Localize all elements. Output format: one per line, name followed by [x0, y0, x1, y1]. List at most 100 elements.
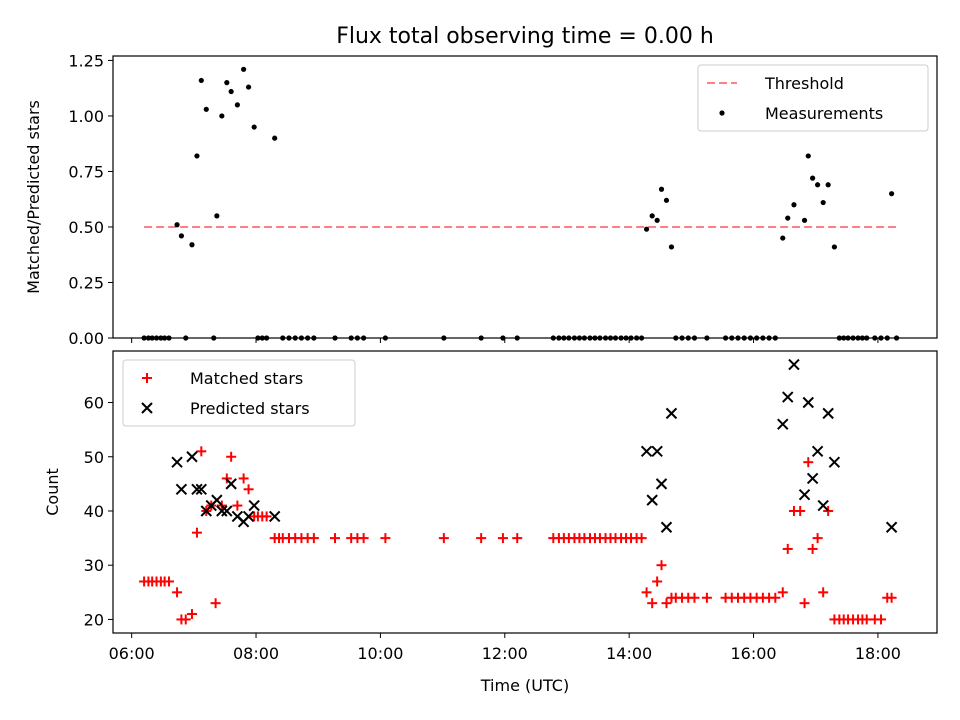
bottom-plot-area: [139, 358, 898, 625]
x-axis-label: Time (UTC): [480, 676, 569, 695]
data-point: [663, 197, 670, 203]
data-point: [889, 191, 895, 197]
data-point: [194, 153, 200, 159]
data-point: [812, 533, 823, 544]
data-point-b: [211, 494, 223, 506]
data-point: [656, 560, 667, 571]
data-point: [174, 222, 180, 228]
data-point: [791, 202, 797, 208]
data-point-b: [822, 407, 834, 420]
data-point: [777, 418, 789, 430]
data-point-b: [186, 451, 198, 463]
data-point: [785, 215, 791, 221]
legend-handle-b: [141, 402, 153, 414]
data-point-b: [191, 483, 203, 495]
data-point: [186, 609, 197, 620]
data-point: [811, 445, 824, 458]
data-point: [795, 505, 806, 516]
y-tick-label: 1.00: [68, 107, 104, 126]
data-point: [242, 510, 255, 523]
data-point-b: [651, 445, 663, 458]
x-tick-label: 14:00: [606, 644, 652, 663]
data-point-b: [660, 521, 673, 533]
y-tick-label: 30: [84, 556, 104, 575]
top-legend: Threshold Measurements: [697, 64, 929, 132]
chart-title: Flux total observing time = 0.00 h: [336, 24, 714, 49]
data-point: [651, 445, 663, 458]
y-tick-label: 20: [84, 610, 104, 629]
data-point: [189, 242, 195, 248]
data-point-b: [655, 478, 668, 490]
legend-label: Threshold: [764, 74, 844, 93]
data-point-b: [817, 499, 829, 512]
data-point: [655, 478, 668, 490]
data-point-b: [828, 456, 841, 468]
data-point: [358, 533, 369, 544]
data-point-b: [195, 483, 208, 495]
data-point: [163, 576, 174, 587]
data-point: [198, 77, 204, 84]
top-y-axis-label: Matched/Predicted stars: [24, 100, 43, 294]
data-point: [799, 598, 810, 609]
data-point: [665, 407, 678, 420]
data-point: [802, 396, 814, 409]
data-point: [476, 533, 487, 544]
data-point: [261, 511, 272, 522]
data-point: [228, 88, 234, 95]
y-tick-label: 0.50: [68, 218, 104, 237]
data-point: [668, 244, 675, 250]
data-point: [649, 213, 655, 219]
data-point: [814, 182, 821, 188]
data-point: [196, 446, 207, 457]
data-point: [232, 500, 243, 511]
top-x-ticks: [131, 338, 879, 343]
data-point: [438, 533, 449, 544]
x-tick-label: 06:00: [109, 644, 155, 663]
data-point: [823, 505, 834, 516]
data-point: [798, 489, 811, 501]
data-point: [248, 499, 260, 512]
y-tick-label: 0.25: [68, 273, 104, 292]
data-point: [226, 451, 237, 462]
data-point: [216, 500, 227, 511]
data-point: [876, 614, 887, 625]
data-point: [828, 456, 841, 468]
data-point: [240, 66, 247, 72]
data-point-b: [231, 510, 244, 523]
data-point: [512, 533, 523, 544]
data-point: [803, 457, 814, 468]
data-point: [203, 106, 209, 112]
data-point: [661, 598, 672, 609]
data-point: [782, 543, 793, 554]
data-point: [817, 499, 829, 512]
series-matched-stars: [139, 446, 897, 625]
data-point: [211, 494, 223, 506]
data-point-b: [268, 510, 281, 523]
data-point: [216, 505, 228, 517]
data-point: [801, 217, 808, 223]
data-point-b: [782, 391, 794, 403]
data-point: [191, 527, 202, 538]
data-point: [214, 213, 220, 219]
data-point-b: [171, 456, 183, 468]
data-point: [782, 391, 794, 403]
bottom-axes-frame: [112, 350, 938, 634]
legend-handle: [141, 402, 153, 414]
data-point: [225, 478, 237, 490]
data-point-b: [221, 505, 233, 517]
data-point: [780, 235, 786, 241]
x-tick-label: 10:00: [357, 644, 403, 663]
data-point-b: [175, 483, 188, 495]
data-point: [171, 456, 183, 468]
data-point: [641, 587, 652, 598]
data-point: [221, 505, 233, 517]
legend-handle: [719, 110, 725, 116]
data-point: [818, 587, 829, 598]
data-point: [810, 175, 816, 181]
y-tick-label: 1.25: [68, 51, 104, 70]
data-point-b: [242, 510, 255, 523]
data-point: [272, 135, 278, 141]
data-point-b: [788, 358, 800, 371]
x-tick-label: 18:00: [855, 644, 901, 663]
data-point: [636, 533, 647, 544]
